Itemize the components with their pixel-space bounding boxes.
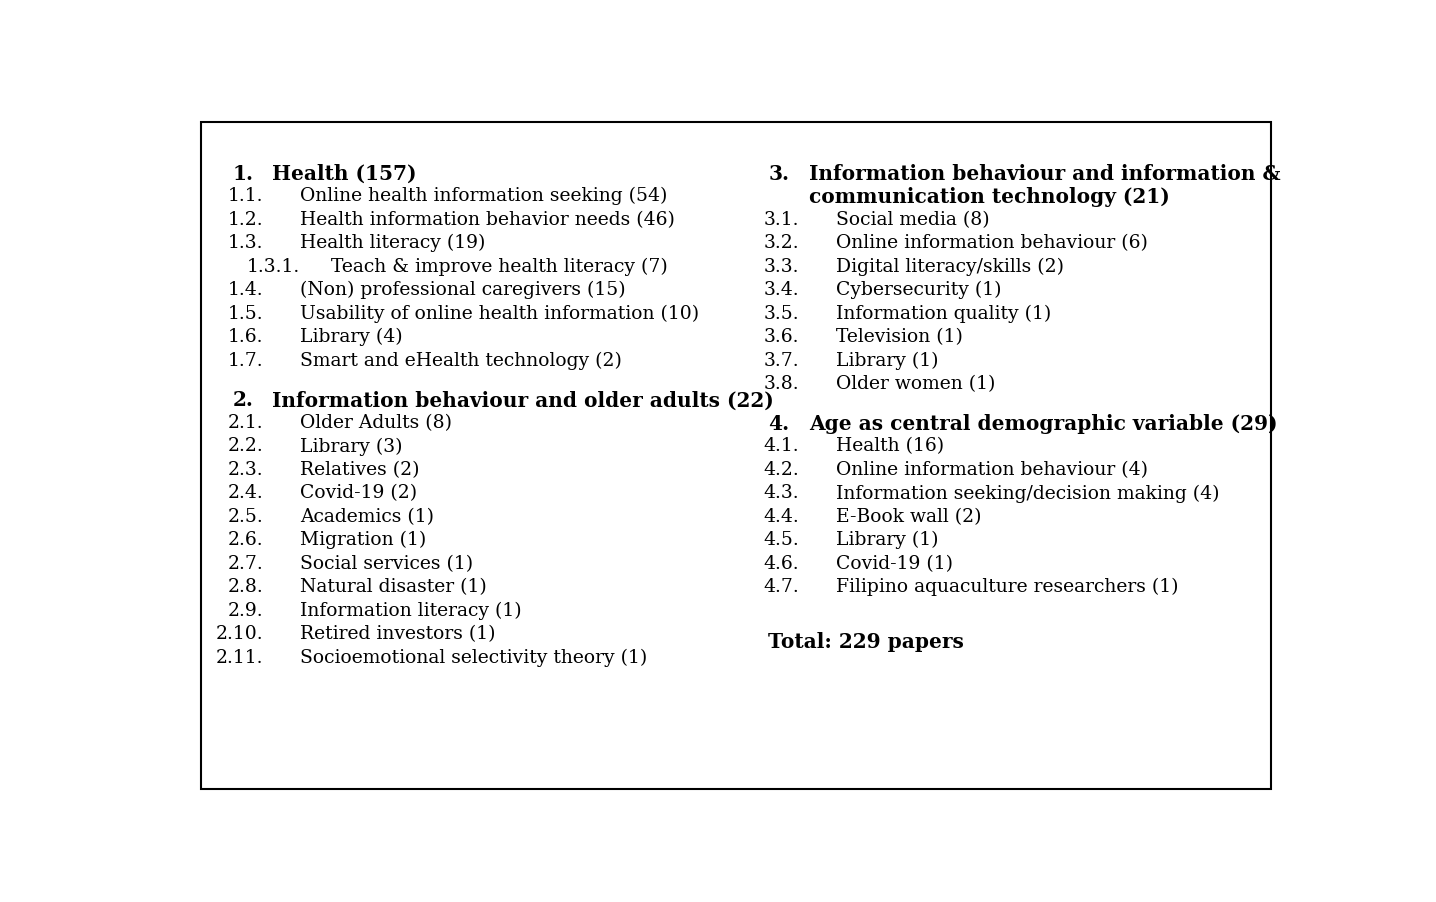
Text: Covid-19 (1): Covid-19 (1) <box>836 555 954 573</box>
Text: Library (3): Library (3) <box>300 437 402 456</box>
Text: 3.5.: 3.5. <box>764 305 800 323</box>
Text: 2.8.: 2.8. <box>227 578 263 596</box>
Text: 2.10.: 2.10. <box>215 625 263 643</box>
Text: Online information behaviour (6): Online information behaviour (6) <box>836 235 1147 253</box>
Text: Academics (1): Academics (1) <box>300 508 434 526</box>
Text: Retired investors (1): Retired investors (1) <box>300 625 495 643</box>
Text: Total: 229 papers: Total: 229 papers <box>768 632 965 652</box>
Text: 1.5.: 1.5. <box>227 305 263 323</box>
Text: Relatives (2): Relatives (2) <box>300 461 419 479</box>
Text: Migration (1): Migration (1) <box>300 531 426 549</box>
Text: Information behaviour and information &: Information behaviour and information & <box>808 163 1281 184</box>
Text: Information seeking/decision making (4): Information seeking/decision making (4) <box>836 484 1219 502</box>
Text: 2.: 2. <box>233 391 253 410</box>
Text: Health (16): Health (16) <box>836 437 943 456</box>
Text: 3.4.: 3.4. <box>764 281 800 299</box>
Text: 1.3.: 1.3. <box>228 235 263 253</box>
Text: 3.6.: 3.6. <box>764 328 800 346</box>
Text: Social services (1): Social services (1) <box>300 555 472 573</box>
Text: 2.11.: 2.11. <box>215 649 263 667</box>
Text: 2.7.: 2.7. <box>227 555 263 573</box>
Text: 1.: 1. <box>233 163 253 184</box>
Text: 2.4.: 2.4. <box>227 484 263 502</box>
Text: Older women (1): Older women (1) <box>836 375 995 393</box>
Text: Health (157): Health (157) <box>273 163 416 184</box>
Text: Older Adults (8): Older Adults (8) <box>300 414 452 432</box>
Text: communication technology (21): communication technology (21) <box>808 187 1169 207</box>
Text: 3.3.: 3.3. <box>764 258 800 276</box>
Text: 4.3.: 4.3. <box>764 484 800 502</box>
Text: Social media (8): Social media (8) <box>836 211 989 228</box>
Text: Information literacy (1): Information literacy (1) <box>300 602 521 620</box>
Text: 1.6.: 1.6. <box>228 328 263 346</box>
Text: Online health information seeking (54): Online health information seeking (54) <box>300 187 666 206</box>
Text: (Non) professional caregivers (15): (Non) professional caregivers (15) <box>300 281 625 299</box>
Text: 1.7.: 1.7. <box>227 352 263 370</box>
Text: Health information behavior needs (46): Health information behavior needs (46) <box>300 211 675 228</box>
Text: Smart and eHealth technology (2): Smart and eHealth technology (2) <box>300 352 622 370</box>
Text: 3.8.: 3.8. <box>764 375 800 393</box>
Text: Natural disaster (1): Natural disaster (1) <box>300 578 487 596</box>
Text: Digital literacy/skills (2): Digital literacy/skills (2) <box>836 258 1064 276</box>
Text: 4.4.: 4.4. <box>764 508 800 526</box>
Text: Age as central demographic variable (29): Age as central demographic variable (29) <box>808 414 1277 434</box>
Text: Cybersecurity (1): Cybersecurity (1) <box>836 281 1001 299</box>
Text: Health literacy (19): Health literacy (19) <box>300 235 485 253</box>
Text: 4.2.: 4.2. <box>764 461 800 479</box>
Text: 2.9.: 2.9. <box>227 602 263 620</box>
Text: Covid-19 (2): Covid-19 (2) <box>300 484 416 502</box>
Text: Library (4): Library (4) <box>300 328 402 346</box>
Text: 3.2.: 3.2. <box>764 235 800 253</box>
Text: E-Book wall (2): E-Book wall (2) <box>836 508 981 526</box>
Text: 4.5.: 4.5. <box>764 531 800 549</box>
Text: 1.1.: 1.1. <box>228 187 263 205</box>
Text: Library (1): Library (1) <box>836 352 938 370</box>
Text: Information quality (1): Information quality (1) <box>836 305 1051 323</box>
Text: Teach & improve health literacy (7): Teach & improve health literacy (7) <box>330 258 668 276</box>
Text: 4.7.: 4.7. <box>764 578 800 596</box>
Text: Usability of online health information (10): Usability of online health information (… <box>300 305 699 323</box>
Text: 3.: 3. <box>768 163 790 184</box>
Text: 2.3.: 2.3. <box>227 461 263 479</box>
Text: 3.7.: 3.7. <box>764 352 800 370</box>
Text: 1.3.1.: 1.3.1. <box>247 258 300 276</box>
Text: Filipino aquaculture researchers (1): Filipino aquaculture researchers (1) <box>836 578 1179 596</box>
Text: Online information behaviour (4): Online information behaviour (4) <box>836 461 1147 479</box>
Text: 1.4.: 1.4. <box>227 281 263 299</box>
Text: 2.6.: 2.6. <box>227 531 263 549</box>
Text: 3.1.: 3.1. <box>764 211 800 228</box>
Text: 4.6.: 4.6. <box>764 555 800 573</box>
Text: 2.5.: 2.5. <box>227 508 263 526</box>
Text: Library (1): Library (1) <box>836 531 938 549</box>
Text: 2.1.: 2.1. <box>227 414 263 432</box>
Text: 2.2.: 2.2. <box>227 437 263 456</box>
Text: 1.2.: 1.2. <box>227 211 263 228</box>
Text: 4.: 4. <box>768 414 790 434</box>
Text: Socioemotional selectivity theory (1): Socioemotional selectivity theory (1) <box>300 649 646 667</box>
Text: Information behaviour and older adults (22): Information behaviour and older adults (… <box>273 391 774 410</box>
Text: Television (1): Television (1) <box>836 328 962 346</box>
Text: 4.1.: 4.1. <box>764 437 800 456</box>
